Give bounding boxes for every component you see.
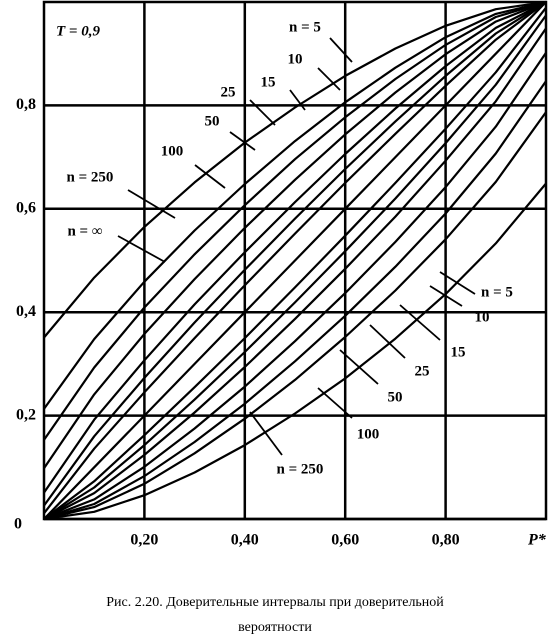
caption: вероятности	[238, 620, 312, 635]
leader-line	[317, 67, 341, 91]
curve	[43, 1, 547, 514]
y-tick-label: 0,2	[16, 406, 36, 423]
curve	[43, 0, 547, 469]
curve	[43, 52, 547, 521]
curve-label: 15	[451, 344, 466, 360]
leader-line	[249, 99, 276, 126]
curve	[43, 0, 547, 339]
curve-label: 10	[288, 51, 303, 67]
curve	[43, 80, 547, 521]
curve-label: n = 250	[67, 169, 114, 185]
x-tick-label: 0,60	[331, 532, 359, 549]
x-tick-label: 0,40	[231, 532, 259, 549]
y-tick-label: 0	[14, 516, 22, 533]
curve-label: n = 250	[277, 461, 324, 477]
curve	[43, 182, 547, 521]
curve	[43, 1, 547, 507]
curve-label: 25	[415, 363, 430, 379]
curve-label: 50	[388, 389, 403, 405]
curve	[43, 7, 547, 520]
curve	[43, 1, 547, 520]
curve-label: 15	[261, 74, 276, 90]
curve-label: n = 5	[481, 284, 513, 300]
caption: Рис. 2.20. Доверительные интервалы при д…	[106, 595, 444, 610]
leader-line	[439, 271, 476, 295]
curve	[43, 0, 547, 441]
curve-label: 10	[475, 309, 490, 325]
y-tick-label: 0,8	[16, 96, 36, 113]
leader-line	[339, 349, 379, 385]
curve-label: 50	[205, 113, 220, 129]
leader-line	[289, 89, 306, 111]
leader-line	[194, 164, 226, 189]
y-tick-label: 0,6	[16, 199, 36, 216]
curve	[43, 0, 547, 410]
curve	[43, 111, 547, 521]
y-tick-label: 0,4	[16, 303, 36, 320]
curve	[43, 27, 547, 520]
leader-line	[429, 285, 463, 307]
curve-label: 100	[357, 426, 380, 442]
leader-line	[369, 324, 406, 359]
leader-line	[399, 304, 441, 341]
leader-line	[117, 235, 166, 263]
curve-label: n = ∞	[67, 223, 102, 239]
leader-line	[229, 131, 256, 151]
x-tick-label: 0,20	[130, 532, 158, 549]
leader-line	[127, 189, 176, 219]
leader-line	[317, 387, 353, 419]
curve-label: 25	[221, 84, 236, 100]
x-tick-label: 0,80	[432, 532, 460, 549]
curve-label: T = 0,9	[56, 23, 100, 39]
leader-line	[329, 37, 353, 63]
x-axis-label: P*	[527, 532, 547, 549]
leader-line	[249, 411, 283, 456]
curve	[43, 14, 547, 520]
curve-label: n = 5	[289, 19, 321, 35]
curve-label: 100	[161, 143, 184, 159]
curve	[43, 1, 547, 494]
